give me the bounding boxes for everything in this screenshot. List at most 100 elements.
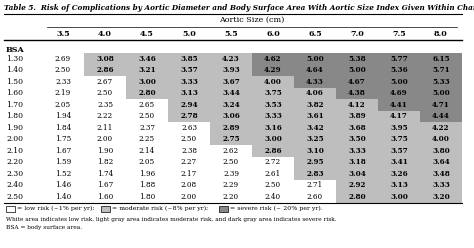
Text: 2.78: 2.78 <box>180 112 198 120</box>
Text: 2.92: 2.92 <box>348 181 366 189</box>
Text: 2.94: 2.94 <box>180 101 198 109</box>
Text: 2.00: 2.00 <box>6 135 23 143</box>
Text: 2.05: 2.05 <box>139 158 155 166</box>
Bar <box>294 122 336 133</box>
Bar <box>420 88 462 99</box>
Text: 3.00: 3.00 <box>390 193 408 201</box>
Text: 1.60: 1.60 <box>97 193 113 201</box>
Text: 2.72: 2.72 <box>265 158 281 166</box>
Text: 5.77: 5.77 <box>390 55 408 63</box>
Bar <box>252 133 294 145</box>
Bar <box>252 64 294 76</box>
Bar <box>126 145 168 156</box>
Bar <box>420 99 462 111</box>
Bar <box>378 122 420 133</box>
Text: 1.67: 1.67 <box>97 181 113 189</box>
Bar <box>420 156 462 168</box>
Text: 2.35: 2.35 <box>97 101 113 109</box>
Bar <box>84 99 126 111</box>
Text: 2.08: 2.08 <box>181 181 197 189</box>
Text: 2.61: 2.61 <box>265 170 281 178</box>
Bar <box>252 53 294 64</box>
Bar <box>210 191 252 203</box>
Bar <box>42 53 84 64</box>
Text: 5.00: 5.00 <box>306 55 324 63</box>
Bar <box>336 99 378 111</box>
Text: 2.29: 2.29 <box>223 181 239 189</box>
Bar <box>378 168 420 180</box>
Text: 5.71: 5.71 <box>432 66 450 74</box>
Text: Aortic Size (cm): Aortic Size (cm) <box>219 16 285 24</box>
Bar <box>168 168 210 180</box>
Text: 4.5: 4.5 <box>140 30 154 38</box>
Bar <box>420 180 462 191</box>
Bar <box>420 122 462 133</box>
Text: 1.59: 1.59 <box>55 158 71 166</box>
Bar <box>378 156 420 168</box>
Bar <box>294 145 336 156</box>
Text: 4.22: 4.22 <box>432 124 450 132</box>
Bar <box>168 88 210 99</box>
Text: 2.22: 2.22 <box>97 112 113 120</box>
Text: 2.62: 2.62 <box>223 147 239 155</box>
Text: 3.67: 3.67 <box>222 78 240 86</box>
Bar <box>84 133 126 145</box>
Bar <box>84 191 126 203</box>
Text: 3.93: 3.93 <box>222 66 240 74</box>
Text: 4.00: 4.00 <box>264 78 282 86</box>
Text: 1.75: 1.75 <box>55 135 71 143</box>
Text: 5.38: 5.38 <box>348 55 366 63</box>
Bar <box>42 64 84 76</box>
Bar <box>42 156 84 168</box>
Text: 2.20: 2.20 <box>6 158 23 166</box>
Text: 1.74: 1.74 <box>97 170 113 178</box>
Text: 1.80: 1.80 <box>139 193 155 201</box>
Bar <box>84 156 126 168</box>
Text: 2.80: 2.80 <box>348 193 366 201</box>
Bar <box>420 145 462 156</box>
Text: 3.85: 3.85 <box>180 55 198 63</box>
Bar <box>84 64 126 76</box>
Bar <box>126 180 168 191</box>
Text: 4.17: 4.17 <box>390 112 408 120</box>
Text: 2.86: 2.86 <box>264 147 282 155</box>
Text: 1.96: 1.96 <box>139 170 155 178</box>
Bar <box>252 99 294 111</box>
Text: 1.90: 1.90 <box>97 147 113 155</box>
Text: 2.80: 2.80 <box>138 89 156 97</box>
Text: 2.05: 2.05 <box>55 101 71 109</box>
Text: 4.64: 4.64 <box>306 66 324 74</box>
Bar <box>42 145 84 156</box>
Text: 1.46: 1.46 <box>55 181 71 189</box>
Bar <box>210 99 252 111</box>
Text: 1.94: 1.94 <box>55 112 71 120</box>
Text: 6.5: 6.5 <box>308 30 322 38</box>
Text: 2.83: 2.83 <box>306 170 324 178</box>
Text: 3.89: 3.89 <box>348 112 366 120</box>
Bar <box>294 180 336 191</box>
Text: = moderate risk (~8% per yr);: = moderate risk (~8% per yr); <box>112 206 208 211</box>
Text: 1.52: 1.52 <box>55 170 71 178</box>
Text: 3.21: 3.21 <box>138 66 156 74</box>
Bar <box>336 133 378 145</box>
Bar <box>378 180 420 191</box>
Text: 3.26: 3.26 <box>390 170 408 178</box>
Bar <box>294 64 336 76</box>
Text: 4.00: 4.00 <box>432 135 450 143</box>
Text: 4.69: 4.69 <box>390 89 408 97</box>
Text: 3.68: 3.68 <box>348 124 366 132</box>
Text: 6.0: 6.0 <box>266 30 280 38</box>
Text: 7.0: 7.0 <box>350 30 364 38</box>
Text: 2.27: 2.27 <box>181 158 197 166</box>
Text: 2.37: 2.37 <box>139 124 155 132</box>
Text: 3.48: 3.48 <box>432 170 450 178</box>
Text: 5.00: 5.00 <box>390 78 408 86</box>
Text: 2.50: 2.50 <box>223 158 239 166</box>
Bar <box>420 53 462 64</box>
Text: 4.29: 4.29 <box>264 66 282 74</box>
Text: 5.0: 5.0 <box>182 30 196 38</box>
Text: 3.75: 3.75 <box>264 89 282 97</box>
Bar <box>294 168 336 180</box>
Text: BSA = body surface area.: BSA = body surface area. <box>6 225 82 230</box>
Bar <box>126 88 168 99</box>
